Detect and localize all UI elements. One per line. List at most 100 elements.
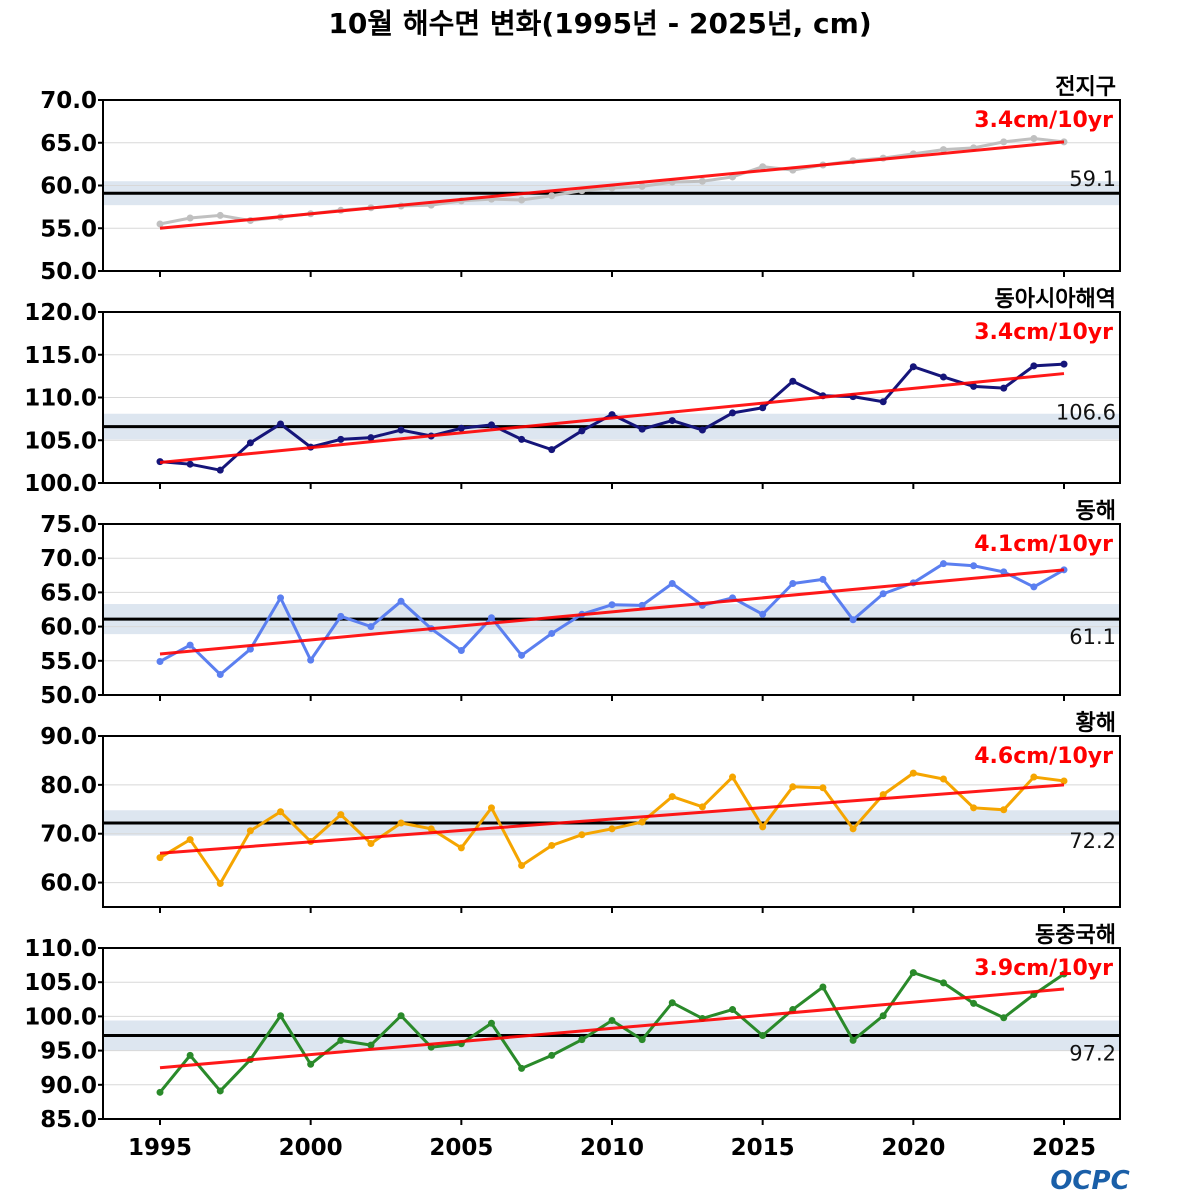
data-point	[277, 594, 285, 602]
data-point	[518, 1064, 526, 1072]
region-label: 동해	[1076, 499, 1116, 524]
y-tick-label: 65.0	[40, 580, 97, 606]
data-point	[457, 844, 465, 852]
data-point	[759, 163, 767, 171]
data-point	[548, 629, 556, 637]
y-tick-label: 110.0	[24, 386, 97, 412]
y-tick-label: 80.0	[40, 773, 97, 799]
data-point	[397, 1012, 405, 1020]
trend-line	[159, 783, 1065, 855]
region-label: 동중국해	[1035, 923, 1116, 948]
mean-label: 97.2	[1069, 1042, 1116, 1066]
data-point	[216, 466, 224, 474]
data-point	[367, 434, 375, 442]
data-point	[819, 983, 827, 991]
y-tick-label: 90.0	[40, 724, 97, 750]
data-point	[608, 601, 616, 609]
data-point	[518, 196, 526, 204]
data-point	[186, 460, 194, 468]
data-point	[909, 769, 917, 777]
data-point	[759, 823, 767, 831]
panel-frame	[102, 735, 1121, 908]
trend-label: 3.4cm/10yr	[974, 320, 1113, 345]
data-point	[668, 580, 676, 588]
data-point	[879, 590, 887, 598]
data-point	[487, 1019, 495, 1027]
data-point	[367, 623, 375, 631]
data-point	[729, 773, 737, 781]
y-tick-label: 60.0	[40, 174, 97, 200]
data-point	[548, 192, 556, 200]
data-point	[819, 575, 827, 583]
data-point	[1000, 138, 1008, 146]
data-point	[367, 1041, 375, 1049]
data-point	[759, 610, 767, 618]
region-label: 황해	[1076, 711, 1116, 736]
trend-label: 4.6cm/10yr	[974, 744, 1113, 769]
y-tick-label: 70.0	[40, 546, 97, 572]
trend-line	[159, 987, 1065, 1070]
data-point	[578, 1036, 586, 1044]
data-point	[638, 1036, 646, 1044]
data-point	[216, 1087, 224, 1095]
data-point	[186, 836, 194, 844]
x-tick-label: 1995	[128, 1135, 192, 1161]
chart-title: 10월 해수면 변화(1995년 - 2025년, cm)	[328, 7, 871, 40]
data-point	[1060, 360, 1068, 368]
data-point	[698, 426, 706, 434]
data-point	[1030, 583, 1038, 591]
data-point	[578, 427, 586, 435]
data-point	[789, 783, 797, 791]
data-point	[668, 417, 676, 425]
data-point	[277, 808, 285, 816]
data-point	[939, 979, 947, 987]
data-point	[668, 999, 676, 1007]
data-point	[698, 803, 706, 811]
data-point	[186, 214, 194, 222]
data-point	[789, 377, 797, 385]
ocpc-logo: OCPC	[1050, 1166, 1129, 1196]
y-tick-label: 75.0	[40, 512, 97, 538]
data-point	[759, 404, 767, 412]
y-tick-label: 90.0	[40, 1073, 97, 1099]
data-point	[397, 597, 405, 605]
data-point	[638, 425, 646, 433]
data-point	[698, 177, 706, 185]
data-point	[970, 562, 978, 570]
panel-frame	[102, 947, 1121, 1120]
mean-label: 59.1	[1069, 167, 1116, 191]
y-tick-label: 60.0	[40, 615, 97, 641]
data-point	[879, 398, 887, 406]
x-tick-label: 2010	[580, 1135, 644, 1161]
data-point	[909, 969, 917, 977]
data-point	[457, 647, 465, 655]
data-point	[1060, 970, 1068, 978]
data-point	[246, 439, 254, 447]
data-point	[548, 446, 556, 454]
data-point	[939, 373, 947, 381]
svg-text:OCPC: OCPC	[1050, 1166, 1129, 1196]
data-point	[216, 211, 224, 219]
trend-label: 3.9cm/10yr	[974, 956, 1113, 981]
y-tick-label: 100.0	[24, 1004, 97, 1030]
data-point	[548, 841, 556, 849]
y-tick-label: 105.0	[24, 970, 97, 996]
y-tick-label: 105.0	[24, 428, 97, 454]
data-point	[518, 651, 526, 659]
data-point	[729, 1006, 737, 1014]
data-point	[1000, 1014, 1008, 1022]
data-point	[849, 825, 857, 833]
data-point	[578, 831, 586, 839]
data-point	[216, 670, 224, 678]
region-label: 동아시아해역	[995, 287, 1116, 312]
mean-label: 72.2	[1069, 829, 1116, 853]
data-point	[246, 827, 254, 835]
data-point	[1000, 806, 1008, 814]
trend-label: 4.1cm/10yr	[974, 532, 1113, 557]
data-point	[186, 641, 194, 649]
data-point	[789, 580, 797, 588]
panel-5: 85.0 90.0 95.0 100.0 105.0 110.0 동중국해 3.9cm/10y…	[24, 923, 1121, 1133]
data-point	[487, 421, 495, 429]
mean-label: 61.1	[1069, 625, 1116, 649]
